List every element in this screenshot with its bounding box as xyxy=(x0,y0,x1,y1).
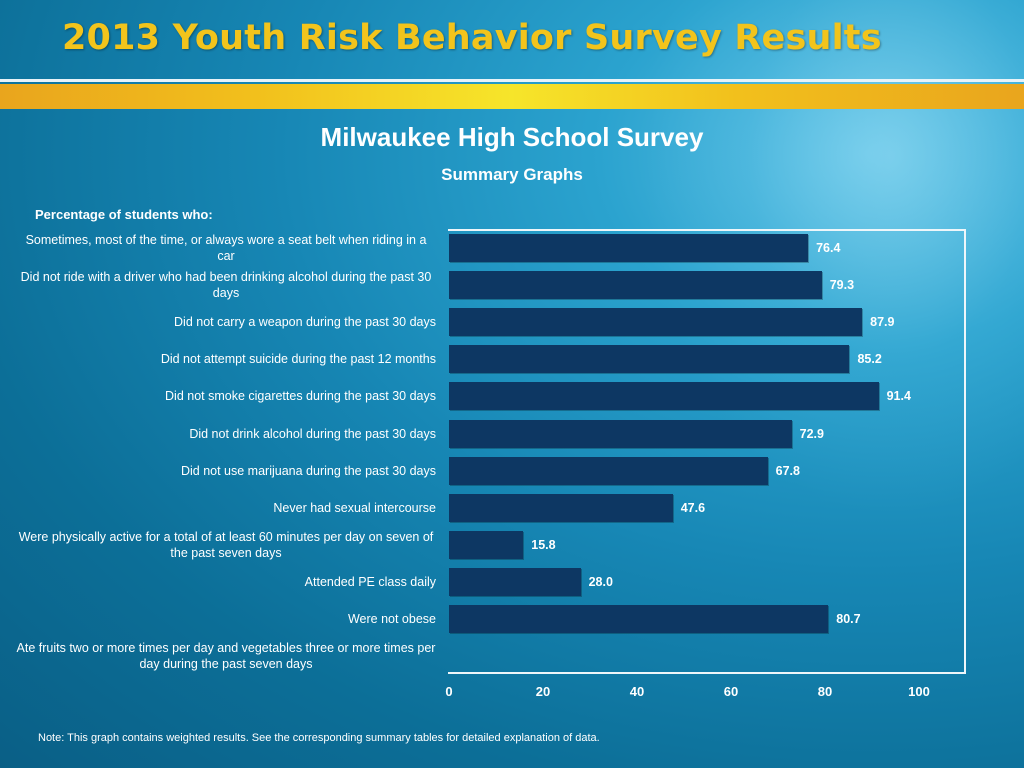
data-label: 47.6 xyxy=(680,500,706,515)
chart-subtitle: Summary Graphs xyxy=(441,165,583,184)
data-label: 87.9 xyxy=(870,315,895,330)
category-label: Ate fruits two or more times per day and… xyxy=(16,641,436,672)
x-tick-label: 100 xyxy=(908,684,930,699)
x-tick-label: 40 xyxy=(629,684,645,699)
bar xyxy=(449,456,768,485)
bar xyxy=(449,530,524,559)
data-label: 79.3 xyxy=(829,278,855,293)
footnote: Note: This graph contains weighted resul… xyxy=(38,732,600,744)
category-label: Were not obese xyxy=(347,612,436,626)
bar xyxy=(449,493,673,522)
bar xyxy=(449,382,879,411)
bar xyxy=(449,308,863,337)
bar xyxy=(449,234,809,262)
category-label: Did not ride with a driver who had been … xyxy=(20,270,432,301)
bar xyxy=(449,605,829,633)
title-divider xyxy=(0,79,1024,82)
page-title: 2013 Youth Risk Behavior Survey Results xyxy=(62,18,882,58)
bar xyxy=(449,419,792,448)
category-label: Attended PE class daily xyxy=(304,574,436,589)
data-label: 72.9 xyxy=(799,426,824,441)
category-label: Did not carry a weapon during the past 3… xyxy=(174,315,436,330)
category-label: Did not attempt suicide during the past … xyxy=(160,352,436,367)
plot-area xyxy=(448,229,966,674)
bar xyxy=(449,567,581,596)
x-tick-label: 20 xyxy=(535,684,551,699)
category-label: Sometimes, most of the time, or always w… xyxy=(25,233,427,263)
category-label: Were physically active for a total of at… xyxy=(18,529,434,560)
category-label: Did not smoke cigarettes during the past… xyxy=(165,389,436,404)
category-axis-heading: Percentage of students who: xyxy=(35,207,213,222)
category-label: Did not use marijuana during the past 30… xyxy=(180,463,436,478)
gold-band xyxy=(0,84,1024,109)
category-label: Never had sexual intercourse xyxy=(273,500,436,515)
x-tick-label: 60 xyxy=(723,684,739,699)
bar xyxy=(449,271,822,300)
x-tick-label: 0 xyxy=(445,684,453,699)
bar xyxy=(449,345,850,374)
data-label: 80.7 xyxy=(836,612,861,626)
x-tick-label: 80 xyxy=(817,684,833,699)
data-label: 67.8 xyxy=(775,463,800,478)
data-label: 28.0 xyxy=(588,574,613,589)
data-label: 15.8 xyxy=(531,537,556,552)
chart-title: Milwaukee High School Survey xyxy=(320,122,704,152)
data-label: 91.4 xyxy=(886,389,911,404)
data-label: 76.4 xyxy=(816,241,841,255)
data-label: 85.2 xyxy=(857,352,882,367)
category-label: Did not drink alcohol during the past 30… xyxy=(189,426,436,441)
